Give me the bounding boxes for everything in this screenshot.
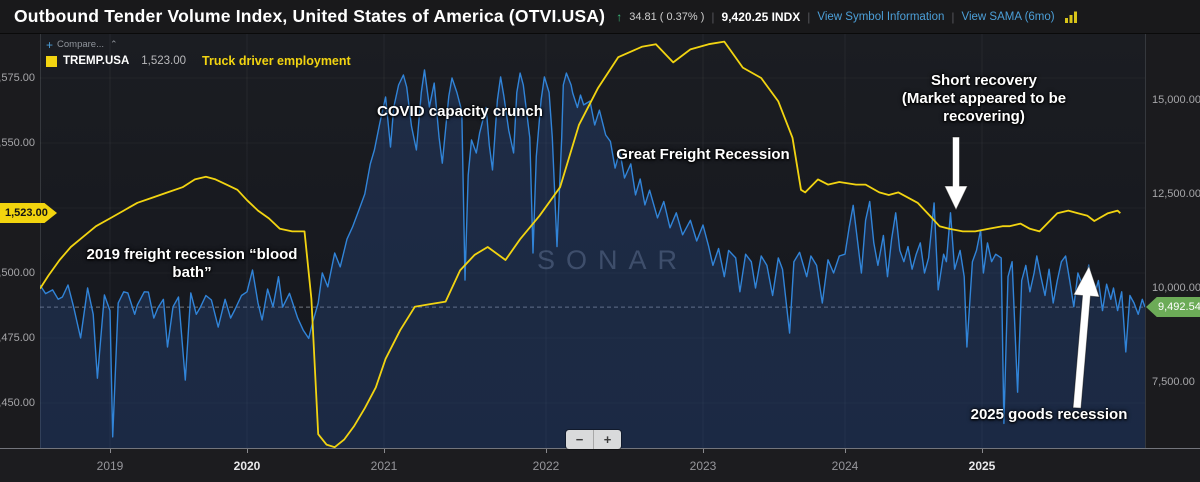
y-axis-label-left: 1,450.00	[0, 397, 35, 409]
y-axis-label-left: 1,550.00	[0, 137, 35, 149]
separator: |	[711, 9, 715, 24]
x-axis-label: 2019	[96, 459, 124, 473]
sonar-watermark: SONAR	[537, 245, 689, 275]
y-axis-label-right: 12,500.00	[1152, 188, 1200, 200]
y-axis-label-right: 10,000.00	[1152, 282, 1200, 294]
x-axis-tick	[703, 449, 704, 453]
x-axis-tick	[546, 449, 547, 453]
y-axis-label-left: 1,500.00	[0, 267, 35, 279]
right-axis-price-badge: 9,492.54	[1146, 297, 1200, 317]
zoom-out-button[interactable]: −	[566, 430, 593, 449]
last-price: 9,420.25 INDX	[721, 9, 801, 24]
legend-series-tremp[interactable]: TREMP.USA 1,523.00 Truck driver employme…	[46, 54, 351, 68]
x-axis-tick	[845, 449, 846, 453]
x-axis-tick	[247, 449, 248, 453]
plus-icon: +	[46, 37, 54, 52]
left-axis: 1,575.001,550.001,525.001,500.001,475.00…	[0, 34, 41, 448]
series-note: Truck driver employment	[202, 54, 351, 68]
separator: |	[807, 9, 811, 24]
x-axis-tick	[982, 449, 983, 453]
compare-label: Compare...	[57, 39, 105, 50]
right-axis: 15,000.00 12,500.00 10,000.00 7,500.00	[1145, 34, 1200, 448]
x-axis-label: 2021	[370, 459, 398, 473]
up-arrow-icon: ↑	[616, 9, 623, 24]
zoom-in-button[interactable]: +	[594, 430, 621, 449]
x-axis-label: 2024	[831, 459, 859, 473]
x-axis: 2019 2020 2021 2022 2023 2024 2025	[0, 448, 1200, 482]
x-axis-label: 2023	[689, 459, 717, 473]
x-axis-tick	[384, 449, 385, 453]
x-axis-label: 2020	[233, 459, 261, 473]
view-symbol-information-link[interactable]: View Symbol Information	[817, 10, 945, 23]
y-axis-label-left: 1,575.00	[0, 72, 35, 84]
chevron-up-icon[interactable]: ⌃	[110, 39, 118, 49]
x-axis-label: 2022	[532, 459, 560, 473]
x-axis-tick	[110, 449, 111, 453]
y-axis-label-right: 7,500.00	[1152, 376, 1195, 388]
chart-header: Outbound Tender Volume Index, United Sta…	[0, 0, 1200, 34]
y-axis-label-left: 1,475.00	[0, 332, 35, 344]
view-sama-link[interactable]: View SAMA (6mo)	[961, 10, 1055, 23]
chart-legend: + Compare... ⌃ TREMP.USA 1,523.00 Truck …	[46, 39, 351, 68]
series-color-swatch	[46, 55, 57, 67]
sama-icon[interactable]	[1064, 10, 1079, 24]
page-title: Outbound Tender Volume Index, United Sta…	[14, 6, 606, 26]
zoom-control: − +	[566, 430, 621, 449]
series-value: 1,523.00	[141, 55, 187, 67]
chart-plot-area[interactable]	[40, 34, 1145, 448]
separator: |	[951, 9, 955, 24]
x-axis-label: 2025	[968, 459, 996, 473]
y-axis-label-right: 15,000.00	[1152, 94, 1200, 106]
price-change: 34.81 ( 0.37% )	[629, 10, 705, 23]
compare-button[interactable]: + Compare... ⌃	[46, 37, 351, 52]
series-symbol: TREMP.USA	[63, 55, 130, 67]
